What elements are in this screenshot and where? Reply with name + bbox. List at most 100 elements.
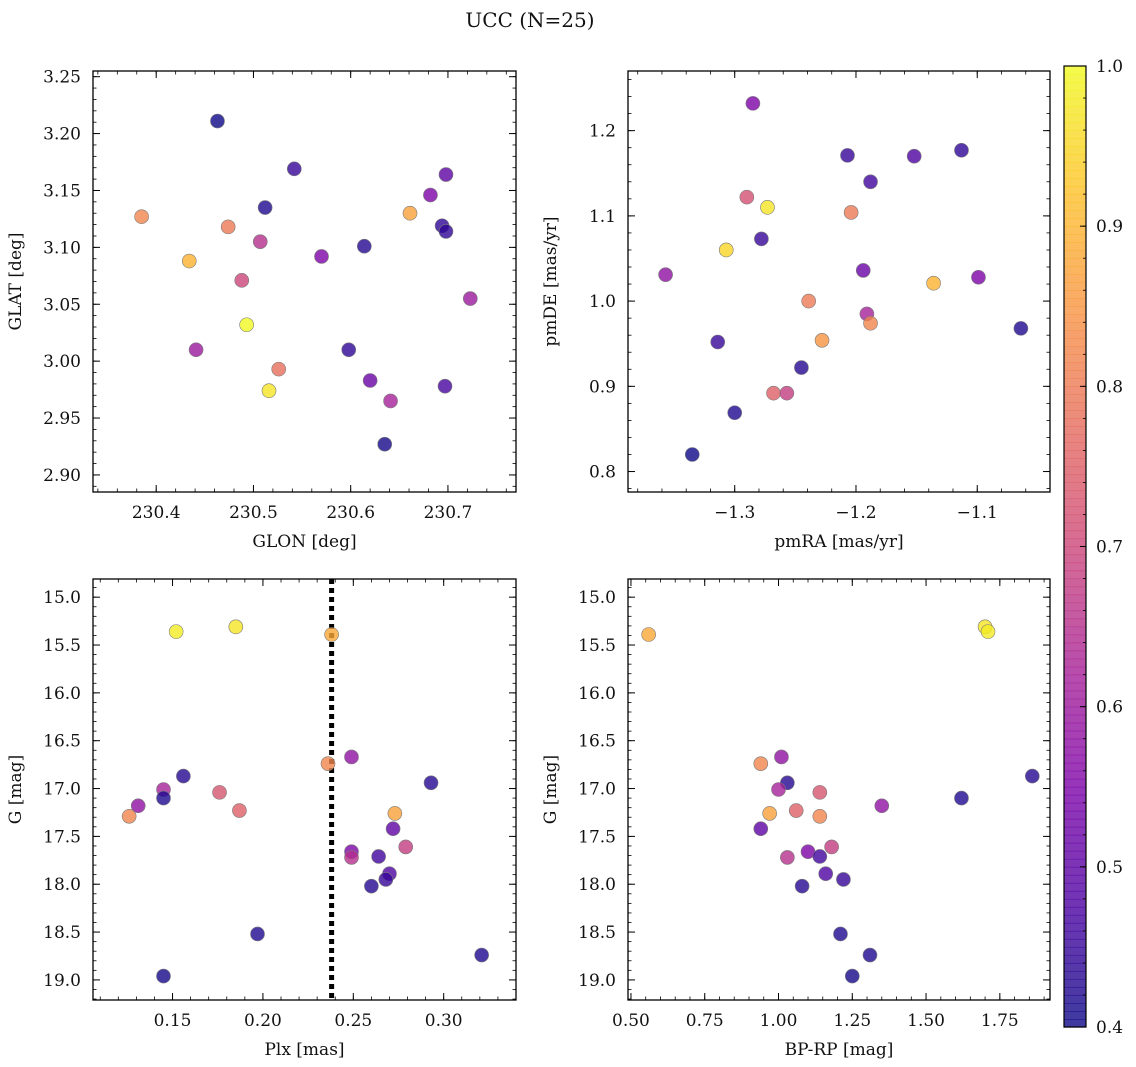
colorbar-segment (1064, 402, 1086, 411)
data-point (212, 785, 227, 800)
colorbar-segment (1064, 738, 1086, 748)
data-point (286, 161, 302, 177)
y-tick-label: 15.5 (578, 636, 616, 656)
colorbar-segment (1064, 946, 1086, 956)
colorbar-segment (1064, 922, 1086, 932)
y-tick-label: 18.5 (578, 923, 616, 943)
y-tick-label: 3.10 (43, 238, 81, 258)
colorbar-segment (1064, 874, 1086, 884)
data-point (378, 872, 394, 887)
colorbar-segment (1064, 234, 1086, 243)
colorbar-segment (1064, 330, 1086, 339)
colorbar-segment (1064, 282, 1086, 291)
colorbar-segment (1064, 890, 1086, 900)
data-point (863, 315, 878, 331)
panel-parallax-magnitude: 0.15 0.20 0.25 0.30 15.0 15.5 16.0 16.5 17.0 17.5… (6, 578, 517, 1060)
colorbar-tick-label: 1.0 (1096, 57, 1123, 77)
colorbar-segment (1064, 898, 1086, 908)
colorbar-segment (1064, 666, 1086, 676)
colorbar-segment (1064, 746, 1086, 756)
data-point (710, 334, 726, 350)
axes-frame (627, 70, 1051, 493)
data-point (812, 849, 828, 864)
colorbar-segment (1064, 266, 1086, 275)
colorbar-segment (1064, 506, 1086, 516)
colorbar-segment (1064, 554, 1086, 564)
data-point (371, 849, 386, 864)
data-point (438, 224, 454, 239)
data-point (753, 756, 769, 771)
colorbar-segment (1064, 882, 1086, 892)
colorbar-segment (1064, 426, 1086, 435)
data-point (980, 624, 996, 639)
data-point (812, 785, 828, 800)
data-point (210, 113, 225, 129)
y-tick-label: 3.15 (43, 181, 81, 201)
colorbar-segment (1064, 226, 1086, 235)
colorbar-segment (1064, 306, 1086, 315)
data-point (341, 342, 357, 358)
x-tick-label: 1.25 (833, 1011, 871, 1031)
data-point (844, 968, 860, 984)
colorbar-segment (1064, 650, 1086, 660)
x-axis-label: Plx [mas] (264, 1040, 344, 1060)
data-point (314, 249, 329, 264)
data-point (220, 219, 236, 235)
data-point (168, 624, 184, 639)
data-point (324, 627, 339, 642)
data-point (794, 878, 810, 894)
colorbar-segment (1064, 826, 1086, 836)
colorbar-segment (1064, 162, 1086, 171)
data-point (818, 866, 834, 882)
data-point (779, 385, 795, 401)
colorbar-segment (1064, 514, 1086, 524)
colorbar-segment (1064, 986, 1086, 996)
colorbar-tick-label: 0.5 (1096, 858, 1123, 878)
colorbar-segment (1064, 978, 1086, 988)
colorbar-segment (1064, 1018, 1086, 1028)
figure-title: UCC (N=25) (465, 8, 594, 32)
data-point (257, 200, 273, 215)
colorbar-segment (1064, 634, 1086, 644)
data-point (130, 798, 146, 814)
x-axis-label: GLON [deg] (252, 532, 356, 552)
colorbar-segment (1064, 962, 1086, 972)
x-tick-label: 0.50 (612, 1011, 650, 1031)
x-axis-label: pmRA [mas/yr] (774, 532, 903, 552)
colorbar-segment (1064, 466, 1086, 476)
colorbar-segment (1064, 786, 1086, 796)
colorbar-segment (1064, 418, 1086, 427)
data-point (833, 926, 848, 942)
colorbar-segment (1064, 482, 1086, 492)
data-point (271, 361, 287, 377)
x-tick-label: 230.7 (424, 503, 473, 523)
y-tick-label: 0.8 (589, 463, 616, 483)
y-tick-label: 2.95 (43, 409, 81, 429)
x-tick-label: 1.50 (907, 1011, 945, 1031)
colorbar-segment (1064, 194, 1086, 203)
data-point (739, 189, 755, 205)
colorbar-segment (1064, 594, 1086, 604)
y-tick-label: 17.0 (43, 780, 81, 800)
x-axis-label: BP-RP [mag] (785, 1040, 894, 1060)
data-point (926, 275, 941, 291)
panel-proper-motion: −1.3 −1.2 −1.1 0.8 0.9 1.0 1.1 1.2 pmRA [mas/yr]… (541, 70, 1051, 552)
colorbar-segment (1064, 954, 1086, 964)
x-tick-label: 230.6 (326, 503, 375, 523)
colorbar-tick-label: 0.6 (1096, 698, 1123, 718)
y-tick-label: 3.20 (43, 125, 81, 145)
colorbar-segment (1064, 706, 1086, 716)
y-axis-label: GLAT [deg] (6, 232, 26, 330)
colorbar-segment (1064, 994, 1086, 1004)
x-tick-label: −1.1 (957, 503, 998, 523)
data-point (788, 803, 804, 818)
colorbar-segment (1064, 258, 1086, 267)
y-tick-label: 16.5 (43, 732, 81, 752)
y-axis-label: G [mag] (541, 755, 561, 824)
x-tick-label: 0.25 (334, 1011, 372, 1031)
colorbar-segment (1064, 186, 1086, 195)
data-point (261, 383, 277, 399)
colorbar-segment (1064, 474, 1086, 484)
colorbar-segment (1064, 410, 1086, 419)
x-tick-label: 230.5 (229, 503, 278, 523)
